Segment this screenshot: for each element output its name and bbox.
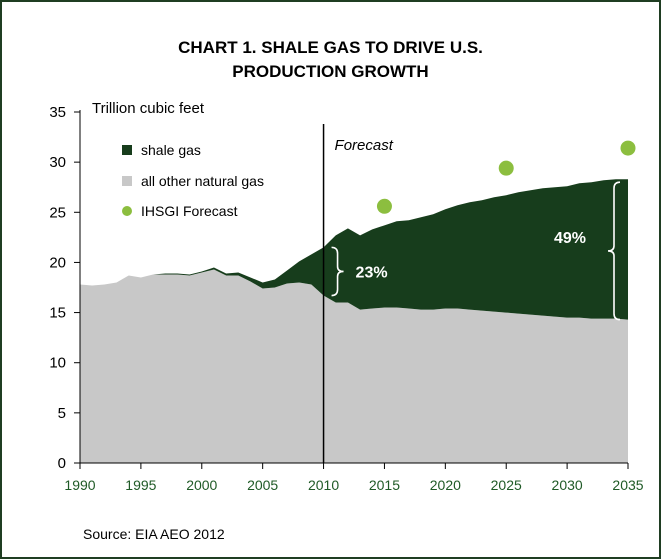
y-tick-label: 0 [58,455,66,472]
x-tick-label: 2035 [612,477,643,493]
x-tick-label: 2020 [430,477,461,493]
legend-swatch-shale-gas [122,145,132,155]
chart-title-line-2: PRODUCTION GROWTH [232,62,429,81]
source-note: Source: EIA AEO 2012 [83,526,225,542]
y-tick-label: 35 [49,104,66,121]
ihsgi-forecast-point [620,140,636,156]
x-tick-label: 2000 [186,477,217,493]
legend-label-shale-gas: shale gas [141,142,201,158]
x-tick-label: 2005 [247,477,278,493]
y-tick-label: 20 [49,254,66,271]
x-tick-label: 1995 [125,477,156,493]
y-tick-label: 15 [49,305,66,322]
y-tick-label: 25 [49,204,66,221]
chart-title: CHART 1. SHALE GAS TO DRIVE U.S. PRODUCT… [0,36,661,84]
forecast-label: Forecast [335,137,394,154]
y-axis-label: Trillion cubic feet [92,100,205,117]
x-tick-label: 2010 [308,477,339,493]
series-area-shale-gas [80,179,628,320]
annotation-label-49: 49% [554,230,586,247]
legend-marker-ihsgi-forecast [122,206,132,216]
chart-title-line-1: CHART 1. SHALE GAS TO DRIVE U.S. [178,38,483,57]
x-tick-label: 2015 [369,477,400,493]
ihsgi-forecast-point [498,160,514,176]
y-tick-label: 5 [58,405,66,422]
y-tick-label: 10 [49,355,66,372]
ihsgi-forecast-point [376,198,392,214]
legend-swatch-other-natural-gas [122,176,132,186]
x-tick-label: 1990 [64,477,95,493]
x-tick-label: 2025 [491,477,522,493]
x-tick-label: 2030 [552,477,583,493]
legend-label-ihsgi-forecast: IHSGI Forecast [141,203,238,219]
series-area-other-natural-gas [80,269,628,463]
y-tick-label: 30 [49,154,66,171]
annotation-brace-49 [607,181,621,321]
annotation-label-23: 23% [356,264,388,281]
legend-label-other-natural-gas: all other natural gas [141,173,264,189]
